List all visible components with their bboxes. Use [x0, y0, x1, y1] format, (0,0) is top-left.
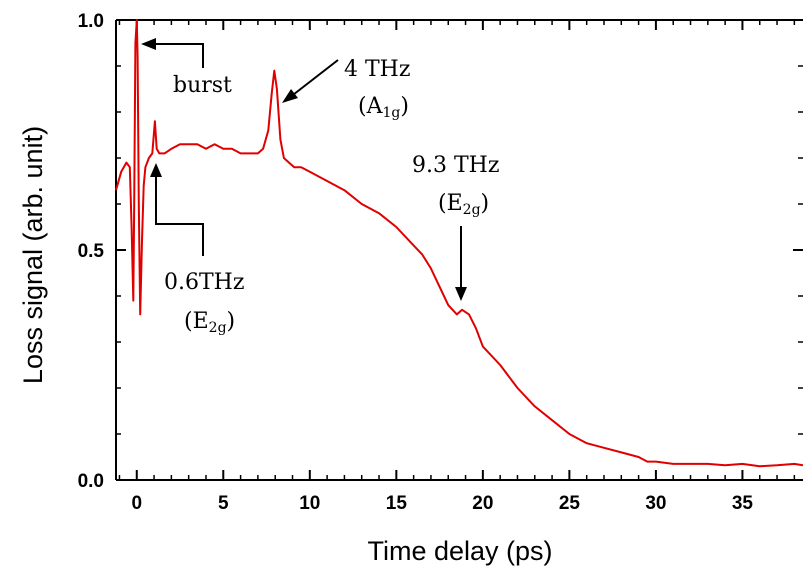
y-tick-label-1.0: 1.0	[78, 11, 104, 32]
x-tick-label-20: 20	[472, 493, 493, 514]
annotation-4thz-arrowhead	[282, 89, 298, 103]
annotation-0-6thz-text: 0.6THz	[164, 270, 244, 295]
x-axis-title: Time delay (ps)	[367, 536, 552, 566]
annotation-0-6thz-mode: (E2g)	[184, 309, 235, 336]
annotation-0-6thz-arrow-line	[155, 172, 204, 256]
annotation-burst-text: burst	[173, 73, 232, 98]
annotation-0-6thz: 0.6THz (E2g)	[150, 163, 244, 336]
x-tick-label-5: 5	[218, 493, 229, 514]
y-tick-label-0.5: 0.5	[78, 241, 105, 262]
ticks-group	[116, 19, 803, 481]
x-tick-label-0: 0	[131, 493, 142, 514]
x-tick-label-35: 35	[732, 493, 754, 514]
annotation-burst: burst	[141, 38, 232, 98]
annotation-9-3thz-text: 9.3 THz	[412, 153, 499, 178]
annotation-4thz-mode: (A1g)	[358, 94, 409, 121]
annotation-4thz-text: 4 THz	[344, 57, 410, 82]
x-tick-label-30: 30	[645, 493, 666, 514]
annotation-burst-arrow-line	[145, 43, 204, 68]
annotation-0-6thz-arrowhead	[150, 163, 162, 177]
y-axis-title: Loss signal (arb. unit)	[18, 126, 48, 384]
annotation-9-3thz-arrowhead	[455, 287, 467, 301]
x-tick-label-10: 10	[299, 493, 320, 514]
annotation-9-3thz: 9.3 THz (E2g)	[412, 153, 499, 301]
y-tick-label-0.0: 0.0	[78, 471, 104, 492]
annotation-4thz: 4 THz (A1g)	[282, 57, 410, 121]
series-line-loss-signal	[115, 19, 803, 468]
annotation-4thz-arrow-line	[288, 59, 339, 99]
tick-labels-group: 0 5 10 15 20 25 30 35 0.0 0.5 1.0	[78, 11, 754, 514]
annotation-burst-arrowhead	[141, 38, 156, 50]
x-tick-label-25: 25	[559, 493, 581, 514]
x-tick-label-15: 15	[386, 493, 408, 514]
annotation-9-3thz-mode: (E2g)	[438, 191, 489, 218]
